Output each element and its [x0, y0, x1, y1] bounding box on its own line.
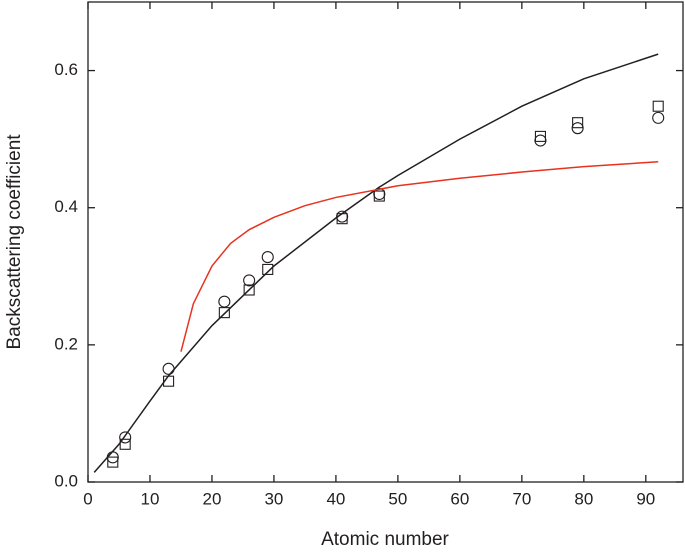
y-tick-label: 0.0	[54, 471, 78, 490]
x-tick-label: 10	[141, 489, 160, 508]
x-tick-label: 80	[574, 489, 593, 508]
x-tick-label: 30	[264, 489, 283, 508]
y-tick-label: 0.6	[54, 60, 78, 79]
curve	[93, 53, 659, 473]
x-tick-label: 20	[202, 489, 221, 508]
y-tick-label: 0.4	[54, 197, 78, 216]
x-tick-label: 0	[83, 489, 92, 508]
circle-point	[652, 111, 665, 124]
x-axis-title: Atomic number	[321, 529, 449, 550]
circle-point	[261, 251, 274, 264]
square-point	[373, 190, 385, 202]
plot-frame	[87, 1, 684, 483]
x-tick-label: 50	[388, 489, 407, 508]
y-axis-title: Backscattering coefficient	[4, 134, 25, 350]
y-tick-label: 0.2	[54, 334, 78, 353]
square-point	[572, 117, 584, 129]
curve	[180, 161, 659, 352]
x-tick-label: 70	[512, 489, 531, 508]
square-point	[107, 456, 119, 468]
square-point	[218, 307, 230, 319]
circle-point	[218, 295, 231, 308]
circle-point	[243, 274, 256, 287]
x-tick-label: 40	[326, 489, 345, 508]
square-point	[262, 263, 274, 275]
square-point	[534, 130, 546, 142]
circle-point	[534, 134, 547, 147]
circle-point	[162, 362, 175, 375]
square-point	[119, 438, 131, 450]
x-tick-label: 90	[636, 489, 655, 508]
square-point	[652, 100, 664, 112]
circle-point	[119, 431, 132, 444]
square-point	[243, 284, 255, 296]
x-tick-label: 60	[450, 489, 469, 508]
